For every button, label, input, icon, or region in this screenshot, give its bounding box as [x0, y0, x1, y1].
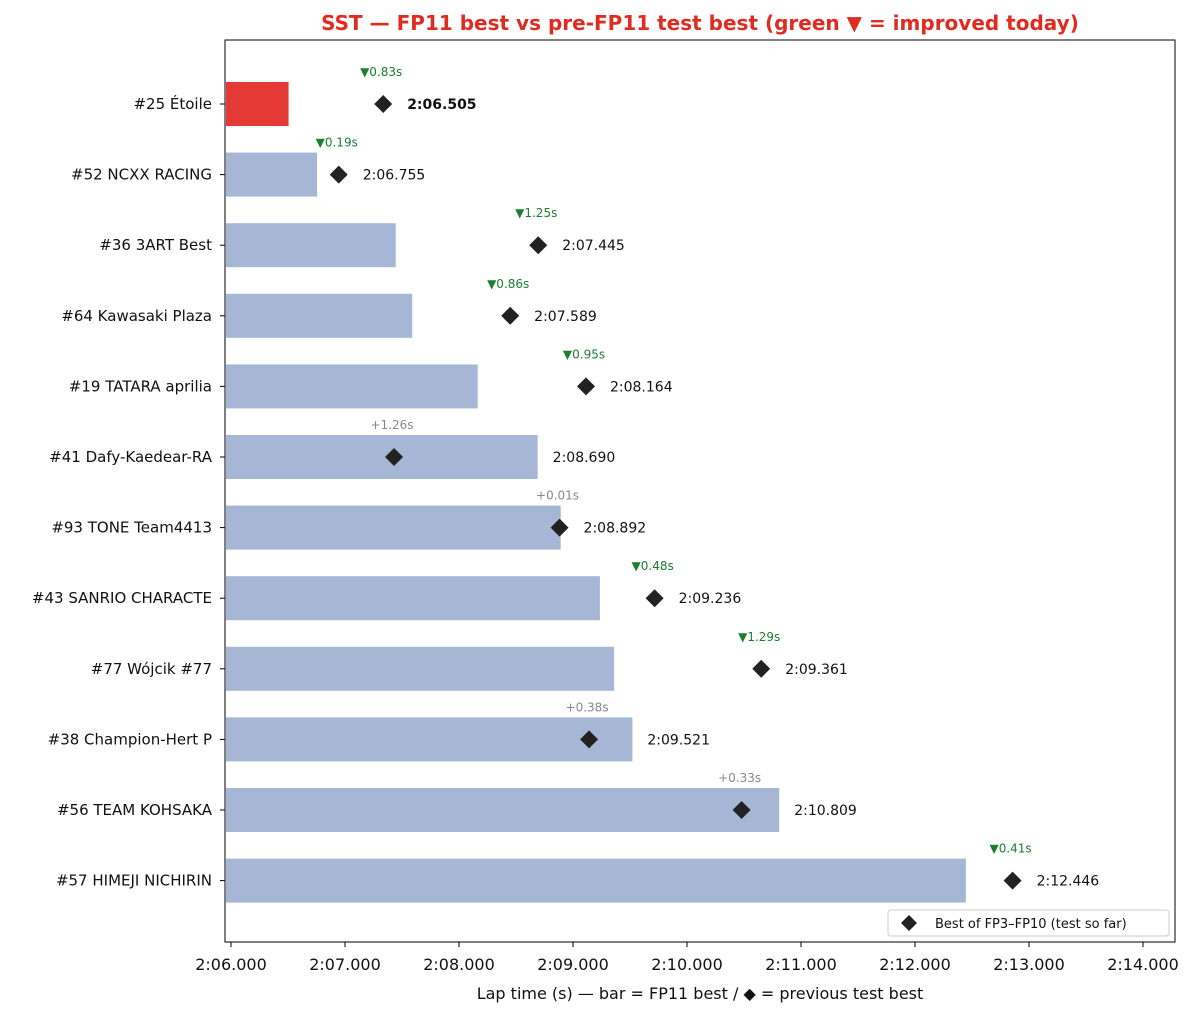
- prev-best-marker: [732, 801, 751, 819]
- y-tick-label: #43 SANRIO CHARACTE: [32, 589, 212, 607]
- bar: [226, 576, 600, 621]
- x-tick-label: 2:06.000: [195, 955, 267, 974]
- y-tick-label: #77 Wójcik #77: [91, 660, 212, 678]
- prev-best-marker: [374, 95, 393, 113]
- prev-best-marker: [580, 730, 599, 749]
- y-tick-label: #56 TEAM KOHSAKA: [57, 801, 213, 819]
- bar: [226, 364, 478, 409]
- prev-best-marker: [1003, 871, 1022, 890]
- delta-label: ▼0.48s: [632, 559, 674, 573]
- x-tick-label: 2:11.000: [765, 955, 837, 974]
- legend-label: Best of FP3–FP10 (test so far): [935, 917, 1127, 932]
- value-label: 2:06.755: [363, 168, 426, 184]
- prev-best-marker: [645, 589, 664, 608]
- x-axis-label: Lap time (s) — bar = FP11 best / ◆ = pre…: [477, 984, 924, 1003]
- legend: Best of FP3–FP10 (test so far): [887, 909, 1170, 937]
- markers-layer: [329, 95, 1022, 890]
- x-tick-label: 2:14.000: [1107, 955, 1179, 974]
- bar: [226, 82, 289, 126]
- value-label: 2:09.361: [785, 662, 848, 678]
- value-label: 2:08.892: [584, 521, 647, 537]
- y-tick-label: #93 TONE Team4413: [51, 519, 212, 537]
- y-tick-label: #57 HIMEJI NICHIRIN: [56, 872, 212, 890]
- x-tick-label: 2:13.000: [993, 955, 1065, 974]
- prev-best-marker: [752, 659, 771, 678]
- chart-title: SST — FP11 best vs pre-FP11 test best (g…: [321, 11, 1079, 35]
- bar: [226, 858, 966, 903]
- y-tick-label: #64 Kawasaki Plaza: [61, 307, 212, 325]
- value-label: 2:10.809: [794, 803, 857, 819]
- delta-label: ▼1.25s: [515, 206, 557, 220]
- x-axis: 2:06.000 2:07.000 2:08.000 2:09.000 2:10.000…: [195, 942, 1179, 974]
- prev-best-marker: [385, 448, 404, 466]
- delta-label: ▼0.83s: [360, 65, 402, 79]
- x-tick-label: 2:09.000: [537, 955, 609, 974]
- value-label: 2:08.690: [553, 450, 616, 466]
- prev-best-marker: [329, 165, 348, 184]
- bars-layer: [226, 82, 966, 903]
- delta-label: +0.01s: [536, 489, 579, 503]
- y-tick-label: #41 Dafy-Kaedear-RA: [49, 448, 213, 466]
- delta-label: ▼0.19s: [316, 136, 358, 150]
- value-label: 2:09.236: [679, 591, 742, 607]
- x-tick-label: 2:08.000: [423, 955, 495, 974]
- delta-label: +1.26s: [371, 418, 414, 432]
- delta-label: +0.38s: [566, 700, 609, 714]
- y-tick-label: #52 NCXX RACING: [71, 166, 212, 184]
- value-label: 2:07.589: [534, 309, 597, 325]
- bar: [226, 646, 615, 691]
- legend-diamond-icon: [901, 915, 917, 931]
- bar: [226, 223, 396, 268]
- prev-best-marker: [550, 518, 569, 537]
- bar: [226, 152, 318, 197]
- value-label: 2:12.446: [1037, 874, 1100, 890]
- x-tick-label: 2:12.000: [879, 955, 951, 974]
- y-tick-label: #36 3ART Best: [99, 236, 212, 254]
- bar: [226, 435, 538, 479]
- y-tick-label: #19 TATARA aprilia: [69, 377, 212, 395]
- x-tick-label: 2:10.000: [651, 955, 723, 974]
- prev-best-marker: [529, 236, 548, 255]
- plot-area-frame: [224, 39, 1176, 943]
- delta-label: ▼0.86s: [487, 277, 529, 291]
- delta-label: ▼0.95s: [563, 347, 605, 361]
- value-label: 2:08.164: [610, 379, 673, 395]
- bar: [226, 293, 413, 338]
- prev-best-marker: [501, 306, 520, 325]
- bar: [226, 717, 633, 762]
- delta-label: +0.33s: [718, 771, 761, 785]
- bar: [226, 788, 780, 832]
- y-tick-label: #38 Champion-Hert P: [48, 730, 212, 748]
- legend-box: [887, 909, 1170, 937]
- prev-best-marker: [576, 377, 595, 396]
- bar: [226, 505, 561, 550]
- value-label: 2:06.505: [407, 97, 476, 113]
- value-label: 2:09.521: [647, 732, 710, 748]
- y-tick-label: #25 Étoile: [133, 94, 212, 113]
- x-tick-label: 2:07.000: [309, 955, 381, 974]
- delta-label: ▼1.29s: [738, 630, 780, 644]
- labels-layer: #25 Étoile 2:06.505 ▼0.83s #52 NCXX RACING 2…: [32, 65, 1099, 890]
- value-label: 2:07.445: [562, 238, 625, 254]
- delta-label: ▼0.41s: [989, 842, 1031, 856]
